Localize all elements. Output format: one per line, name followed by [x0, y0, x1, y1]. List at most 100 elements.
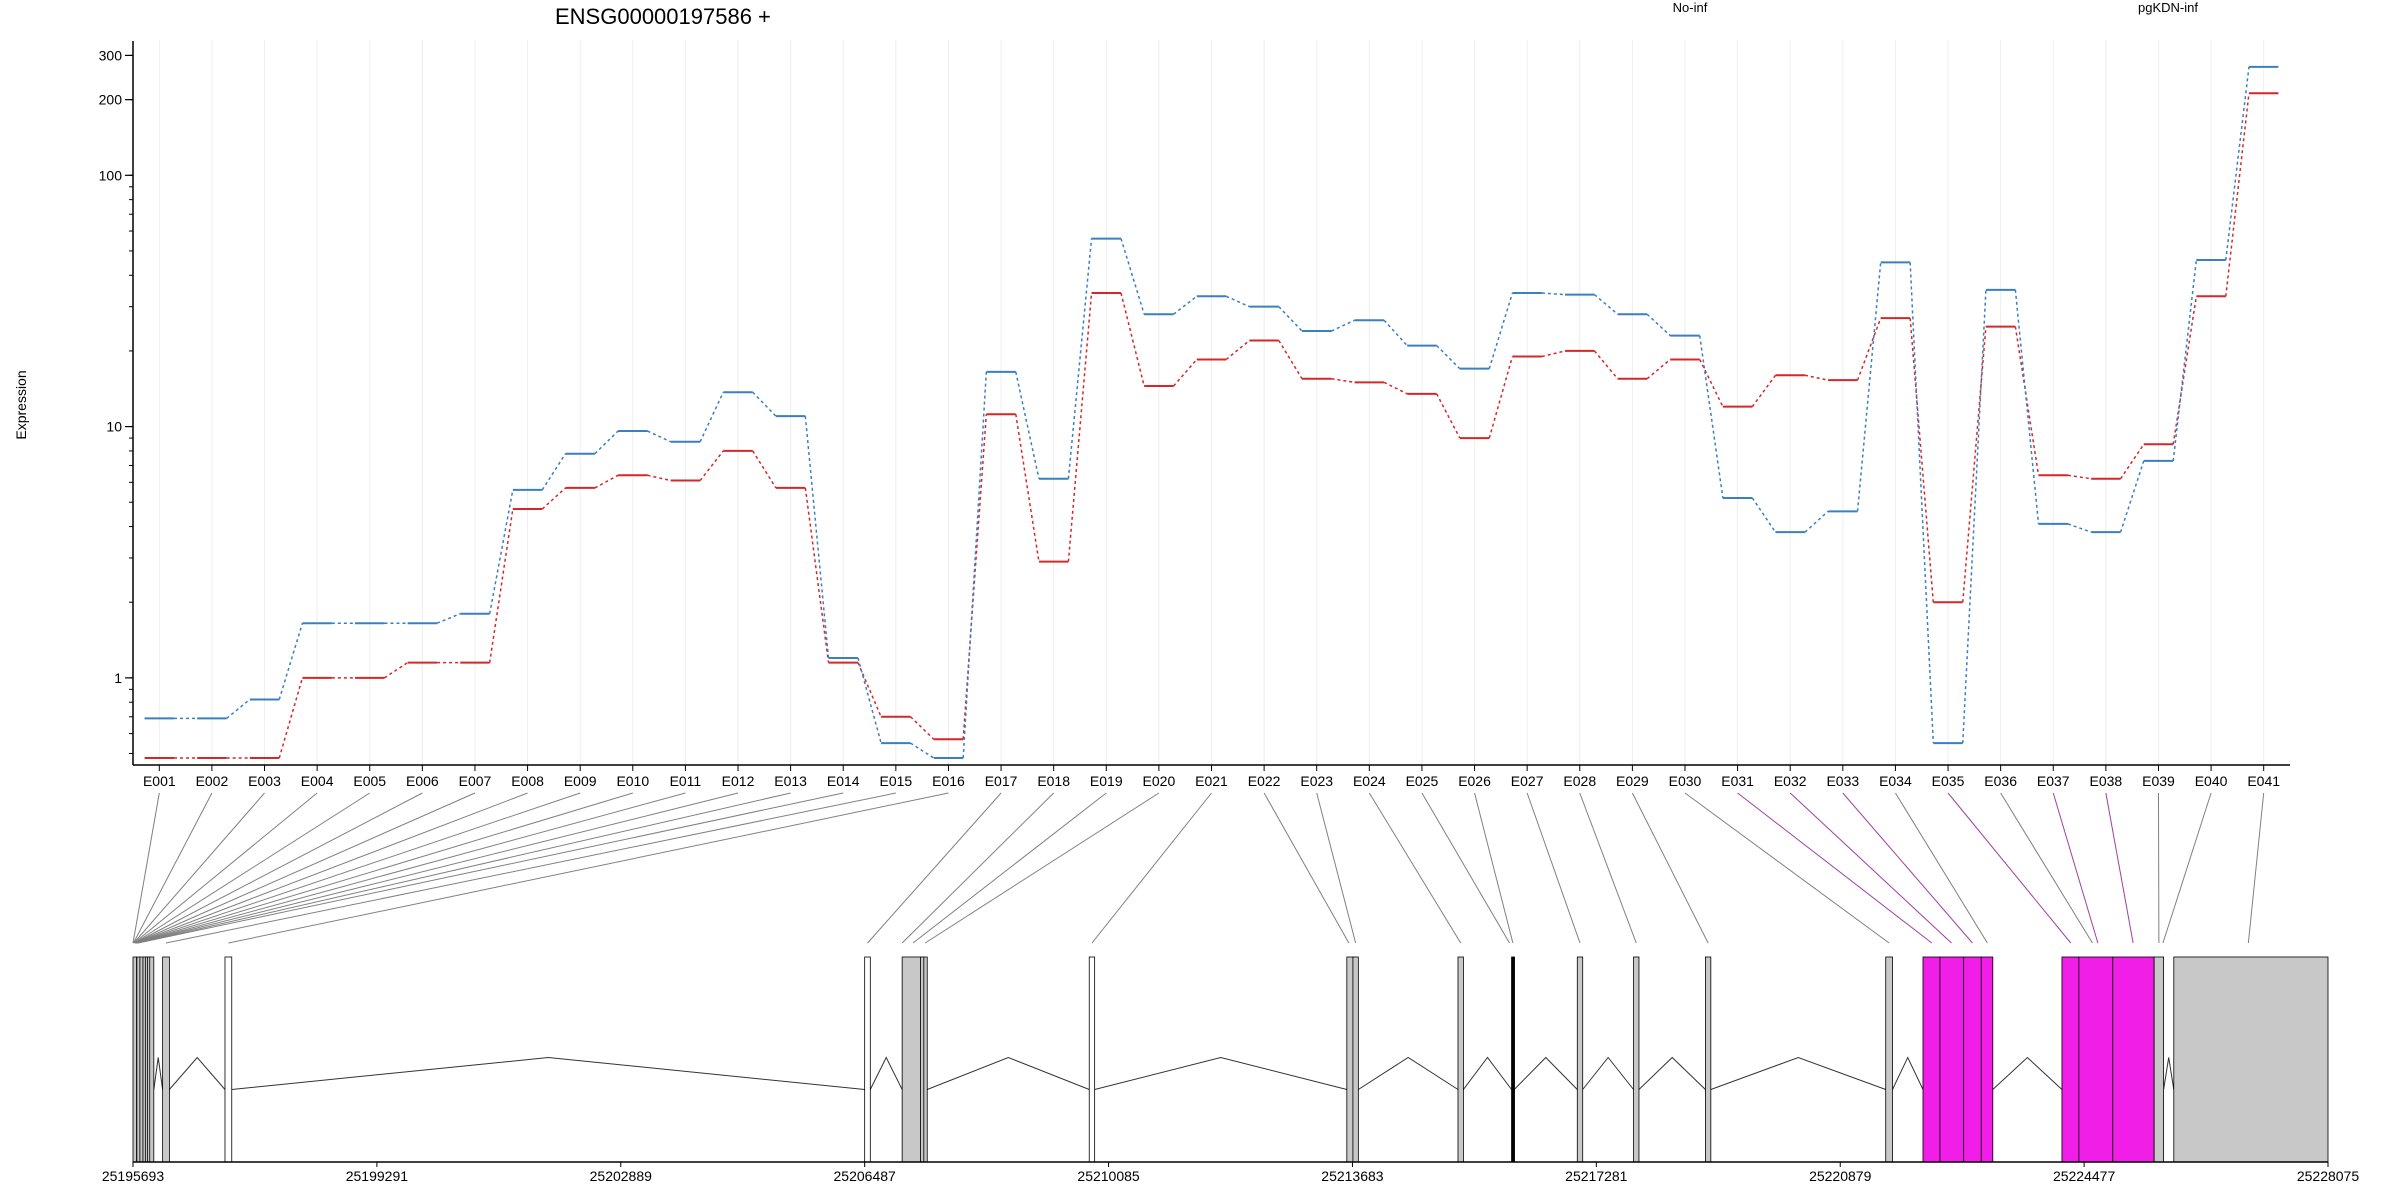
connector-e012: [136, 792, 739, 944]
connector-e035: [1947, 792, 2072, 944]
y-tick-label-300: 300: [99, 47, 123, 63]
connector-e013: [137, 792, 791, 944]
exon-block-7: [149, 956, 155, 1163]
series-no-inf-step-40: [2225, 93, 2250, 297]
exon-block-8: [162, 956, 170, 1163]
y-tick-label-200: 200: [99, 92, 123, 108]
x-axis-bin-labels: E001 E002 E003 E004 E005 E006 E007 E008 E009 E010…: [133, 764, 2290, 789]
series-no-inf-step-32: [1804, 374, 1829, 381]
x-tick-label-e036: E036: [1984, 773, 2017, 789]
x-tick-label-e040: E040: [2195, 773, 2228, 789]
x-tick-label-e020: E020: [1143, 773, 1176, 789]
connector-e024: [1368, 792, 1462, 944]
connector-e034: [1895, 792, 1988, 944]
series-no-inf-step-24: [1383, 381, 1408, 395]
series-pgkdn-inf-step-10: [647, 430, 671, 443]
x-tick-label-e003: E003: [248, 773, 281, 789]
exon-block-18: [1511, 956, 1515, 1163]
exon-block-1: [132, 956, 137, 1163]
series-pgkdn-inf-step-34: [1909, 262, 1935, 744]
series-no-inf-step-18: [1067, 292, 1093, 562]
y-tick-label-1: 1: [114, 670, 122, 686]
series-no-inf-step-26: [1488, 356, 1514, 439]
intron-19: [1582, 1056, 1634, 1090]
coordinate-label-25220879: 25220879: [1809, 1168, 1872, 1184]
y-axis: 1 10 100 200 300: [99, 41, 134, 765]
series-no-inf-step-21: [1225, 339, 1250, 361]
series-no-inf-step-14: [857, 662, 882, 718]
series-no-inf-step-39: [2172, 296, 2198, 445]
connector-e030: [1684, 792, 1890, 944]
x-tick-label-e019: E019: [1090, 773, 1123, 789]
series-pgkdn-inf-step-24: [1383, 319, 1408, 347]
genomic-coordinate-axis: 25195693 25199291 25202889 25206487 25210085…: [102, 1161, 2359, 1184]
connector-e011: [136, 792, 686, 944]
exon-block-9: [224, 956, 233, 1163]
series-pgkdn-inf-step-7: [488, 489, 514, 614]
exon-block-19: [1576, 956, 1584, 1163]
coordinate-label-25213683: 25213683: [1321, 1168, 1384, 1184]
series-pgkdn-inf-step-3: [278, 622, 304, 700]
connector-e014: [138, 792, 844, 944]
connector-e032: [1789, 792, 1952, 944]
series-no-inf-step-8: [541, 487, 566, 510]
exon-block-10: [864, 956, 871, 1163]
series-pgkdn-inf-step-40: [2225, 66, 2250, 261]
series-pgkdn-inf-step-35: [1962, 289, 1987, 744]
series-lines: [144, 65, 2279, 759]
intron-7: [153, 1057, 164, 1090]
coordinate-label-25206487: 25206487: [834, 1168, 897, 1184]
connector-e018: [901, 792, 1055, 944]
series-pgkdn-inf-step-30: [1698, 335, 1724, 499]
x-tick-label-e011: E011: [670, 773, 702, 789]
y-axis-label: Expression: [13, 370, 29, 439]
intron-9: [231, 1056, 865, 1090]
x-tick-label-e037: E037: [2037, 773, 2070, 789]
gene-model: [132, 956, 2329, 1163]
exon-block-17: [1457, 956, 1464, 1163]
series-pgkdn-inf-step-22: [1278, 306, 1303, 332]
x-tick-label-e023: E023: [1300, 773, 1333, 789]
connector-e004: [133, 792, 318, 944]
connector-e022: [1263, 792, 1350, 944]
series-no-inf-step-20: [1173, 358, 1198, 387]
series-pgkdn-inf-step-12: [752, 391, 777, 417]
series-pgkdn-inf-step-18: [1067, 238, 1093, 479]
series-pgkdn-inf-step-25: [1436, 345, 1461, 370]
connector-e027: [1526, 792, 1581, 944]
coordinate-label-25224477: 25224477: [2053, 1168, 2116, 1184]
series-no-inf-step-22: [1278, 340, 1303, 380]
exon-block-24: [1939, 956, 1965, 1163]
intron-20: [1638, 1056, 1706, 1090]
x-tick-label-e007: E007: [459, 773, 492, 789]
connector-e003: [133, 792, 265, 944]
connector-e010: [136, 792, 633, 944]
series-no-inf-step-9: [594, 474, 619, 489]
x-tick-label-e012: E012: [722, 773, 755, 789]
x-tick-label-e013: E013: [774, 773, 807, 789]
x-tick-label-e002: E002: [196, 773, 229, 789]
intron-10: [869, 1056, 903, 1090]
connector-e007: [134, 792, 476, 944]
series-no-inf-step-23: [1331, 378, 1355, 384]
series-no-inf-step-12: [752, 450, 777, 489]
series-no-inf-step-17: [1015, 414, 1040, 562]
x-tick-label-e030: E030: [1669, 773, 1702, 789]
connector-e031: [1737, 792, 1933, 944]
coordinate-label-25195693: 25195693: [102, 1168, 165, 1184]
series-pgkdn-inf-step-39: [2172, 259, 2198, 462]
connector-e025: [1421, 792, 1510, 944]
connector-e040: [2162, 792, 2212, 944]
series-no-inf-step-37: [2067, 474, 2092, 480]
series-no-inf-step-10: [647, 474, 671, 482]
series-no-inf-step-33: [1856, 317, 1882, 381]
connector-e006: [134, 792, 423, 944]
series-no-inf-step-19: [1120, 292, 1145, 387]
series-no-inf-step-34: [1909, 318, 1935, 603]
connector-e019: [912, 792, 1107, 944]
x-tick-label-e004: E004: [301, 773, 334, 789]
intron-21: [1710, 1056, 1886, 1090]
x-tick-label-e025: E025: [1406, 773, 1439, 789]
series-no-inf-step-5: [384, 661, 409, 679]
series-pgkdn-inf-step-38: [2119, 460, 2145, 533]
